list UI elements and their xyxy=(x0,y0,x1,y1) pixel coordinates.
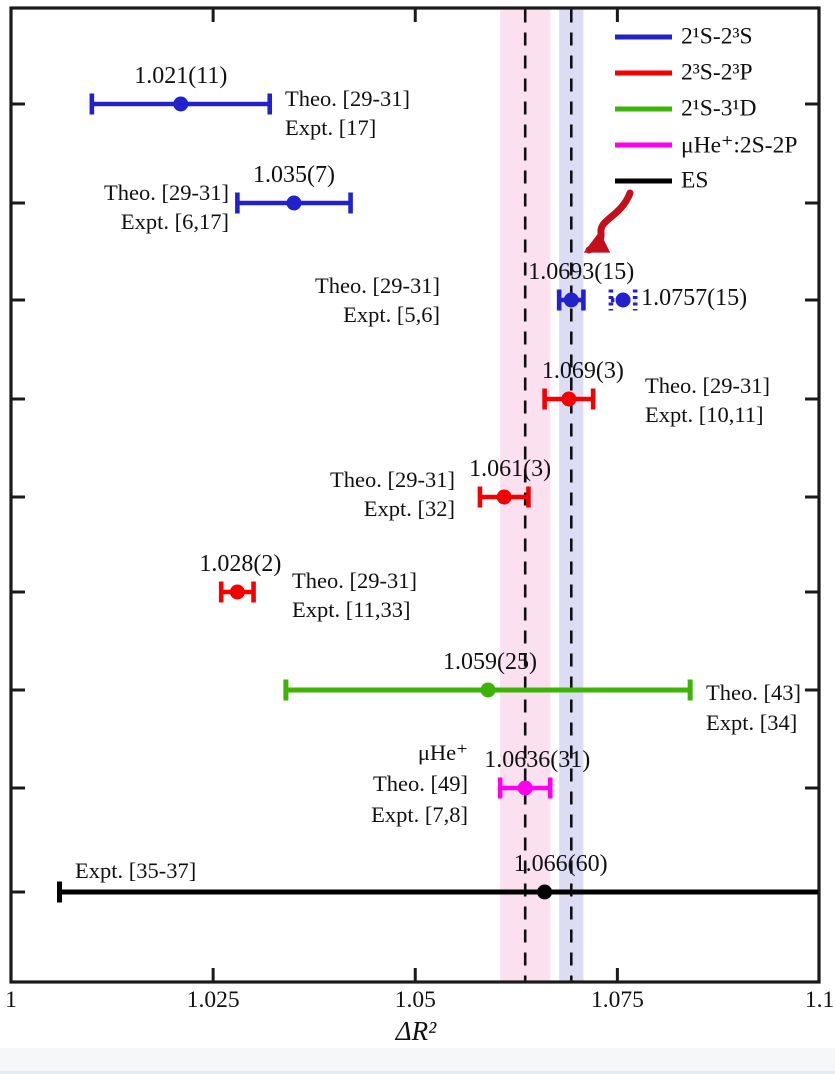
reference-label: Theo. [29-31] Expt. [32] xyxy=(330,465,455,523)
legend-label: 2³S-2³P xyxy=(681,59,753,86)
legend-item-black: ES xyxy=(615,168,708,195)
x-tick-label: 1.1 xyxy=(804,987,835,1013)
legend-line-icon xyxy=(615,106,672,112)
data-point xyxy=(229,584,245,600)
data-point xyxy=(517,780,533,796)
legend-label: ES xyxy=(681,167,709,194)
data-series xyxy=(57,93,818,903)
page-bottom-strip xyxy=(0,1048,835,1074)
reference-label-line: Theo. [29-31] xyxy=(315,273,440,298)
x-tick-label: 1.05 xyxy=(394,987,436,1013)
reference-label: Theo. [29-31] Expt. [10,11] xyxy=(645,371,770,429)
reference-label: Theo. [29-31] Expt. [17] xyxy=(285,84,410,142)
x-tick-label: 1 xyxy=(5,987,17,1013)
data-point xyxy=(496,489,512,505)
legend-line-icon xyxy=(615,142,672,148)
value-label: 1.028(2) xyxy=(199,551,282,577)
legend-label: 2¹S-3¹D xyxy=(681,95,757,122)
reference-label-line: Expt. [7,8] xyxy=(371,802,468,827)
reference-label-line: Theo. [29-31] xyxy=(104,180,229,205)
reference-label-line: Expt. [17] xyxy=(285,115,377,140)
reference-label-line: Expt. [5,6] xyxy=(343,302,440,327)
reference-label-line: Theo. [29-31] xyxy=(285,86,410,111)
reference-label: Theo. [29-31] Expt. [11,33] xyxy=(292,566,417,624)
reference-label: Theo. [29-31] Expt. [6,17] xyxy=(104,178,229,236)
data-point xyxy=(615,292,631,308)
reference-label: Theo. [43] Expt. [34] xyxy=(706,678,801,738)
reference-label-line: Theo. [49] xyxy=(373,771,468,796)
value-label: 1.069(3) xyxy=(541,358,624,384)
annotation-arrow-icon xyxy=(583,189,634,254)
x-axis-title: ΔR² xyxy=(395,1016,437,1046)
data-point xyxy=(173,96,189,112)
legend-line-icon xyxy=(615,70,672,76)
value-label: 1.021(11) xyxy=(134,63,228,89)
reference-label-line: Expt. [32] xyxy=(363,496,455,521)
reference-label-line: Expt. [6,17] xyxy=(120,209,229,234)
value-label: 1.035(7) xyxy=(252,162,335,188)
data-point xyxy=(480,682,496,698)
x-tick-label: 1.025 xyxy=(186,987,240,1013)
x-tick-label: 1.075 xyxy=(590,987,644,1013)
legend-item-red: 2³S-2³P xyxy=(615,60,753,87)
reference-label: μHe⁺ Theo. [49] Expt. [7,8] xyxy=(371,737,468,830)
reference-label-line: Theo. [29-31] xyxy=(292,568,417,593)
reference-label-line: Expt. [35-37] xyxy=(75,858,197,883)
plot-frame xyxy=(9,6,821,984)
value-label: 1.059(25) xyxy=(443,649,537,675)
legend-label: μHe⁺:2S-2P xyxy=(681,132,798,159)
data-point xyxy=(561,391,577,407)
reference-label-line: Expt. [11,33] xyxy=(292,597,411,622)
legend-item-green: 2¹S-3¹D xyxy=(615,96,756,123)
legend-label: 2¹S-2³S xyxy=(681,23,753,50)
data-point xyxy=(286,195,302,211)
reference-label: Expt. [35-37] xyxy=(75,856,196,885)
value-label: 1.066(60) xyxy=(513,851,608,877)
legend-line-icon xyxy=(615,178,672,184)
value-label: 1.0636(31) xyxy=(484,747,591,773)
legend-item-magenta: μHe⁺:2S-2P xyxy=(615,131,797,160)
legend-line-icon xyxy=(615,34,672,40)
reference-label-line: Theo. [29-31] xyxy=(645,373,770,398)
reference-label-line: Theo. [29-31] xyxy=(330,467,455,492)
value-label: 1.0693(15) xyxy=(528,259,635,285)
reference-label-line: Theo. [43] xyxy=(706,680,801,705)
data-point xyxy=(537,884,553,900)
reference-label-line: Expt. [34] xyxy=(706,710,798,735)
data-point xyxy=(563,292,579,308)
reference-label-line: μHe⁺ xyxy=(417,740,468,765)
reference-label-line: Expt. [10,11] xyxy=(645,402,764,427)
reference-label: Theo. [29-31] Expt. [5,6] xyxy=(315,271,440,329)
legend-item-blue: 2¹S-2³S xyxy=(615,24,753,51)
secondary-value-label: 1.0757(15) xyxy=(641,285,748,311)
value-label: 1.061(3) xyxy=(469,456,552,482)
